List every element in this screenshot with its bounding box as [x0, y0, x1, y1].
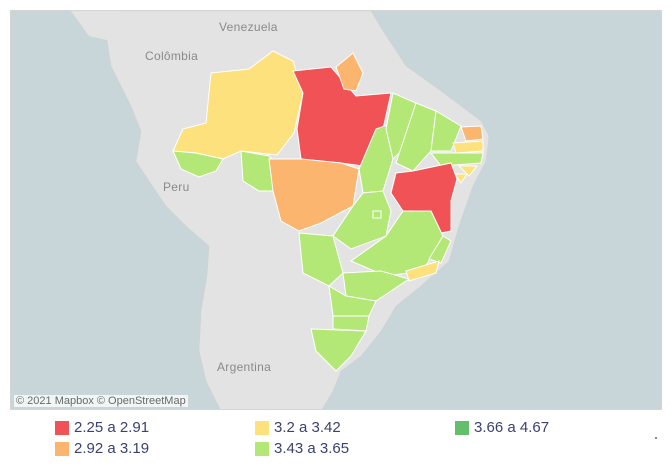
state-piaui[interactable]: [395, 102, 437, 172]
map-attribution[interactable]: © 2021 Mapbox © OpenStreetMap: [14, 395, 188, 407]
legend-swatch-light-green: [255, 441, 269, 456]
label-venezuela: Venezuela: [219, 20, 278, 34]
state-acre[interactable]: [172, 150, 224, 178]
label-colombia: Colômbia: [145, 49, 199, 63]
state-ceara[interactable]: [430, 110, 462, 152]
map-view[interactable]: Venezuela Colômbia Peru Argentina © 2021…: [10, 10, 662, 410]
legend-dot: [655, 437, 657, 439]
legend-label: 3.2 a 3.42: [274, 419, 341, 436]
state-goias[interactable]: [332, 190, 392, 250]
legend-item[interactable]: 3.66 a 4.67: [455, 419, 549, 436]
color-legend: 2.25 a 2.91 3.2 a 3.42 3.66 a 4.67 2.92 …: [0, 413, 672, 468]
state-sergipe[interactable]: [454, 173, 468, 184]
state-rio-grande-do-sul[interactable]: [310, 328, 367, 372]
state-alagoas[interactable]: [457, 165, 479, 177]
label-argentina: Argentina: [217, 360, 272, 374]
legend-label: 2.25 a 2.91: [74, 419, 150, 436]
state-mato-grosso-do-sul[interactable]: [298, 232, 344, 287]
legend-swatch-yellow: [255, 420, 269, 435]
state-parana[interactable]: [328, 285, 377, 317]
state-paraiba[interactable]: [452, 140, 484, 154]
label-peru: Peru: [163, 180, 190, 194]
legend-label: 2.92 a 3.19: [74, 440, 150, 457]
state-distrito-federal[interactable]: [372, 210, 382, 219]
state-rio-de-janeiro[interactable]: [405, 260, 440, 282]
map-canvas[interactable]: [11, 11, 662, 410]
state-amazonas[interactable]: [172, 50, 304, 160]
state-sao-paulo[interactable]: [342, 270, 411, 302]
legend-swatch-green: [455, 420, 469, 435]
state-santa-catarina[interactable]: [332, 315, 370, 332]
state-rio-grande-do-norte[interactable]: [460, 125, 484, 142]
land-mass-north: [71, 11, 121, 41]
state-mato-grosso[interactable]: [268, 158, 360, 232]
state-amapa[interactable]: [335, 52, 364, 92]
legend-label: 3.66 a 4.67: [474, 419, 550, 436]
legend-item[interactable]: 2.25 a 2.91: [55, 419, 149, 436]
legend-item[interactable]: 3.2 a 3.42: [255, 419, 341, 436]
state-pernambuco[interactable]: [429, 152, 484, 167]
legend-swatch-red: [55, 420, 69, 435]
state-espirito-santo[interactable]: [428, 235, 452, 264]
legend-swatch-orange: [55, 441, 69, 456]
legend-label: 3.43 a 3.65: [274, 440, 350, 457]
legend-item[interactable]: 3.43 a 3.65: [255, 440, 349, 457]
legend-item[interactable]: 2.92 a 3.19: [55, 440, 149, 457]
state-bahia[interactable]: [390, 162, 458, 234]
